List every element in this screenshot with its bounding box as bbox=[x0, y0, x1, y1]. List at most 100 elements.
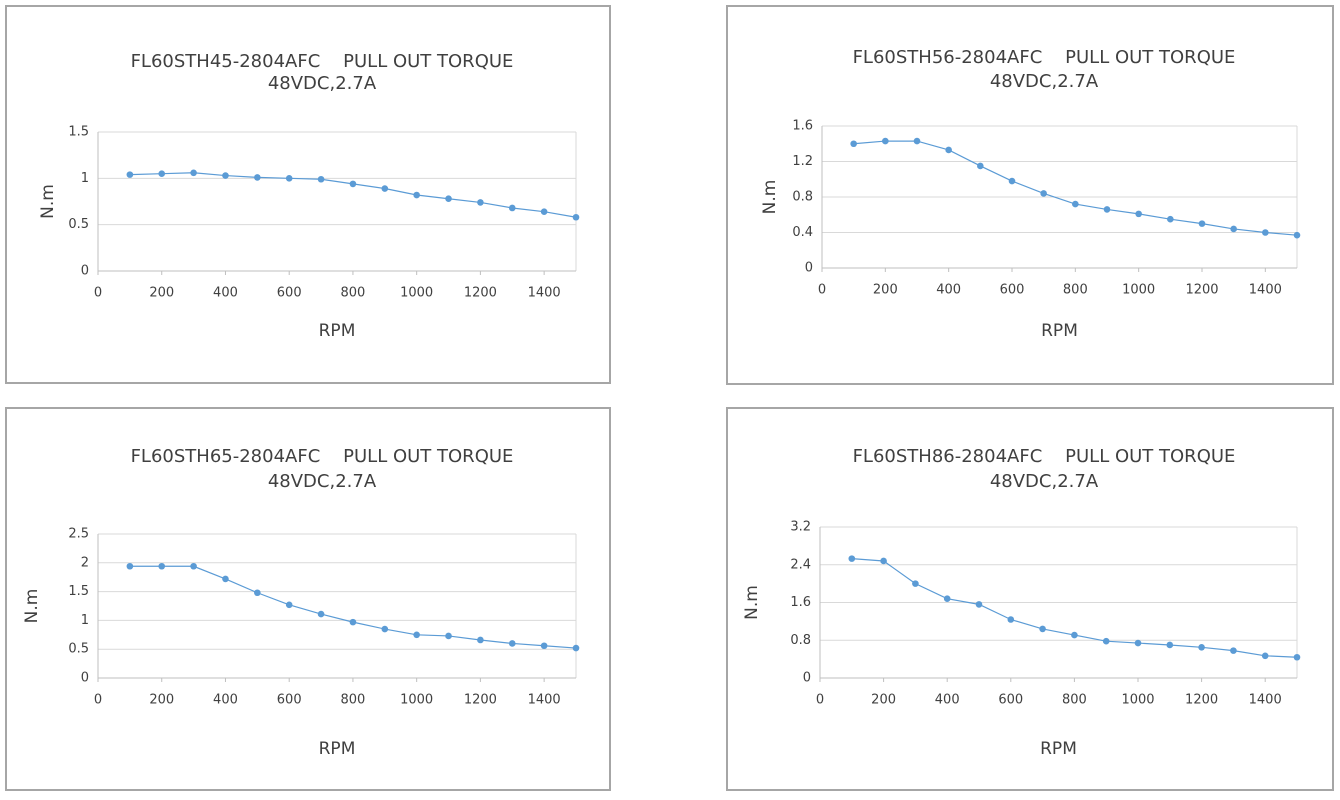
chart-panel: FL60STH86-2804AFC PULL OUT TORQUE 48VDC,2… bbox=[726, 407, 1334, 791]
data-point bbox=[1040, 190, 1047, 197]
chart-title: FL60STH56-2804AFC PULL OUT TORQUE bbox=[853, 47, 1236, 68]
x-tick-label: 400 bbox=[213, 286, 238, 301]
data-point bbox=[1293, 231, 1301, 239]
data-point bbox=[1230, 225, 1237, 233]
data-point bbox=[572, 644, 580, 652]
x-axis-title: RPM bbox=[1041, 321, 1078, 341]
y-tick-label: 0 bbox=[805, 261, 813, 276]
x-tick-label: 1200 bbox=[1185, 283, 1218, 298]
chart-panel: FL60STH65-2804AFC PULL OUT TORQUE 48VDC,2… bbox=[5, 407, 611, 791]
y-tick-label: 0.4 bbox=[792, 225, 813, 240]
x-tick-label: 1400 bbox=[1249, 693, 1282, 708]
data-point bbox=[1166, 641, 1174, 649]
data-point bbox=[943, 595, 951, 603]
data-point bbox=[126, 562, 134, 570]
y-tick-label: 0.5 bbox=[68, 217, 89, 232]
data-point bbox=[1293, 653, 1301, 661]
data-point bbox=[1135, 210, 1142, 218]
x-tick-label: 1400 bbox=[528, 693, 561, 708]
data-point bbox=[1072, 200, 1079, 208]
data-point bbox=[1167, 215, 1174, 223]
y-axis-title: N.m bbox=[38, 184, 58, 219]
data-point bbox=[317, 175, 325, 183]
data-point bbox=[572, 213, 580, 221]
y-tick-label: 1.2 bbox=[792, 154, 813, 169]
data-point bbox=[158, 562, 166, 570]
data-point bbox=[477, 199, 484, 206]
y-axis-title: N.m bbox=[742, 585, 762, 620]
x-tick-label: 200 bbox=[873, 283, 898, 298]
x-tick-label: 1200 bbox=[464, 286, 497, 301]
data-point bbox=[880, 557, 887, 565]
data-point bbox=[1134, 639, 1142, 647]
x-tick-label: 800 bbox=[1063, 283, 1088, 298]
x-tick-label: 200 bbox=[871, 693, 896, 708]
data-point bbox=[477, 636, 484, 644]
data-point bbox=[508, 204, 516, 212]
data-point bbox=[1262, 229, 1269, 236]
data-point bbox=[540, 208, 548, 215]
data-point bbox=[882, 137, 889, 145]
y-tick-label: 0.5 bbox=[68, 642, 89, 657]
y-tick-label: 3.2 bbox=[790, 520, 811, 535]
data-point bbox=[1261, 652, 1269, 660]
data-point bbox=[190, 562, 197, 570]
x-tick-label: 600 bbox=[277, 693, 302, 708]
x-tick-label: 200 bbox=[149, 693, 174, 708]
y-tick-label: 1.5 bbox=[68, 584, 89, 599]
x-axis-title: RPM bbox=[319, 321, 356, 341]
data-point bbox=[222, 575, 229, 583]
x-tick-label: 200 bbox=[149, 286, 174, 301]
chart-subtitle: 48VDC,2.7A bbox=[268, 471, 377, 492]
y-tick-label: 2.4 bbox=[790, 557, 811, 572]
data-point bbox=[913, 137, 921, 145]
x-tick-label: 1400 bbox=[1249, 283, 1282, 298]
chart-panel: FL60STH56-2804AFC PULL OUT TORQUE 48VDC,2… bbox=[726, 5, 1334, 385]
x-tick-label: 800 bbox=[341, 693, 366, 708]
data-point bbox=[349, 618, 357, 626]
panel-border bbox=[726, 5, 1334, 385]
y-axis-title: N.m bbox=[760, 180, 780, 215]
panel-border bbox=[5, 407, 611, 791]
data-point bbox=[1007, 616, 1015, 623]
y-tick-label: 1.6 bbox=[792, 119, 813, 134]
data-point bbox=[1103, 206, 1111, 213]
y-tick-label: 2 bbox=[81, 555, 89, 570]
data-point bbox=[349, 180, 357, 188]
chart-subtitle: 48VDC,2.7A bbox=[990, 71, 1099, 92]
data-point bbox=[848, 555, 856, 562]
x-tick-label: 1200 bbox=[464, 693, 497, 708]
panel-border bbox=[5, 5, 611, 384]
data-point bbox=[508, 640, 516, 647]
x-tick-label: 0 bbox=[94, 286, 102, 301]
x-tick-label: 400 bbox=[936, 283, 961, 298]
data-point bbox=[1198, 644, 1205, 651]
data-point bbox=[850, 140, 857, 148]
x-tick-label: 1000 bbox=[1121, 693, 1154, 708]
chart-subtitle: 48VDC,2.7A bbox=[268, 73, 377, 94]
data-point bbox=[1039, 625, 1046, 633]
x-tick-label: 800 bbox=[341, 286, 366, 301]
chart-title: FL60STH45-2804AFC PULL OUT TORQUE bbox=[131, 51, 514, 72]
data-point bbox=[285, 175, 293, 182]
x-tick-label: 1000 bbox=[1122, 283, 1155, 298]
x-tick-label: 1200 bbox=[1185, 693, 1218, 708]
data-point bbox=[285, 601, 293, 609]
x-axis-title: RPM bbox=[1040, 739, 1077, 759]
y-tick-label: 0 bbox=[803, 671, 811, 686]
data-point bbox=[317, 610, 325, 618]
data-point bbox=[413, 191, 420, 199]
data-point bbox=[413, 631, 420, 639]
y-tick-label: 1.5 bbox=[68, 125, 89, 140]
data-point bbox=[254, 174, 261, 181]
data-point bbox=[977, 162, 984, 170]
chart-title: FL60STH86-2804AFC PULL OUT TORQUE bbox=[853, 446, 1236, 467]
data-point bbox=[1008, 177, 1016, 185]
data-point bbox=[1230, 647, 1237, 654]
x-tick-label: 800 bbox=[1062, 693, 1087, 708]
data-point bbox=[126, 171, 134, 178]
y-tick-label: 1 bbox=[81, 171, 89, 186]
x-tick-label: 400 bbox=[935, 693, 960, 708]
chart-panel: FL60STH45-2804AFC PULL OUT TORQUE48VDC,2… bbox=[5, 5, 611, 384]
